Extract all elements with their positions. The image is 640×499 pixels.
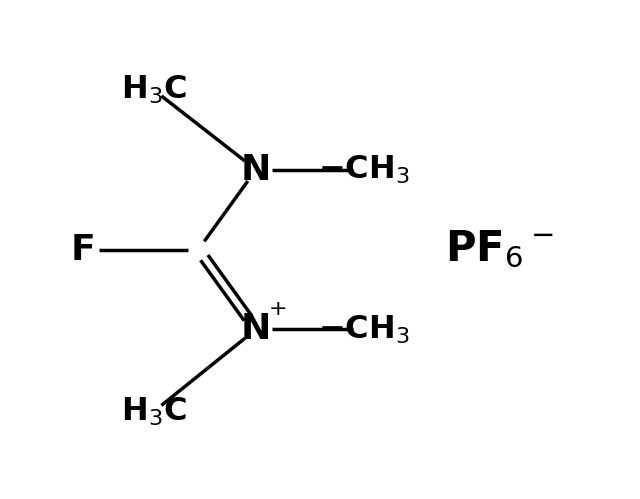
Text: N: N: [241, 312, 271, 346]
Text: +: +: [269, 299, 287, 319]
Text: F: F: [71, 233, 95, 266]
Text: PF$_6$$^-$: PF$_6$$^-$: [445, 229, 554, 270]
Text: $-$CH$_3$: $-$CH$_3$: [317, 313, 410, 345]
Text: H$_3$C: H$_3$C: [121, 396, 186, 428]
Text: $-$CH$_3$: $-$CH$_3$: [317, 154, 410, 186]
Text: N: N: [241, 153, 271, 187]
Text: H$_3$C: H$_3$C: [121, 74, 186, 106]
